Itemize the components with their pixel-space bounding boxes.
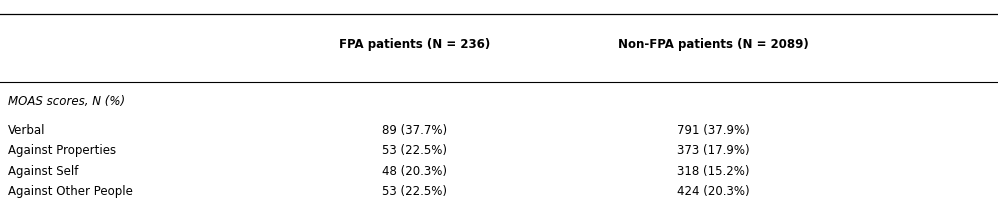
Text: Against Self: Against Self bbox=[8, 165, 79, 178]
Text: Verbal: Verbal bbox=[8, 124, 46, 137]
Text: Against Other People: Against Other People bbox=[8, 185, 133, 198]
Text: Non-FPA patients (N = 2089): Non-FPA patients (N = 2089) bbox=[618, 38, 809, 51]
Text: 89 (37.7%): 89 (37.7%) bbox=[381, 124, 447, 137]
Text: MOAS scores, N (%): MOAS scores, N (%) bbox=[8, 95, 125, 109]
Text: FPA patients (N = 236): FPA patients (N = 236) bbox=[338, 38, 490, 51]
Text: 318 (15.2%): 318 (15.2%) bbox=[678, 165, 749, 178]
Text: 373 (17.9%): 373 (17.9%) bbox=[678, 144, 749, 157]
Text: 53 (22.5%): 53 (22.5%) bbox=[381, 185, 447, 198]
Text: 48 (20.3%): 48 (20.3%) bbox=[381, 165, 447, 178]
Text: Against Properties: Against Properties bbox=[8, 144, 116, 157]
Text: 53 (22.5%): 53 (22.5%) bbox=[381, 144, 447, 157]
Text: 424 (20.3%): 424 (20.3%) bbox=[678, 185, 749, 198]
Text: 791 (37.9%): 791 (37.9%) bbox=[678, 124, 749, 137]
